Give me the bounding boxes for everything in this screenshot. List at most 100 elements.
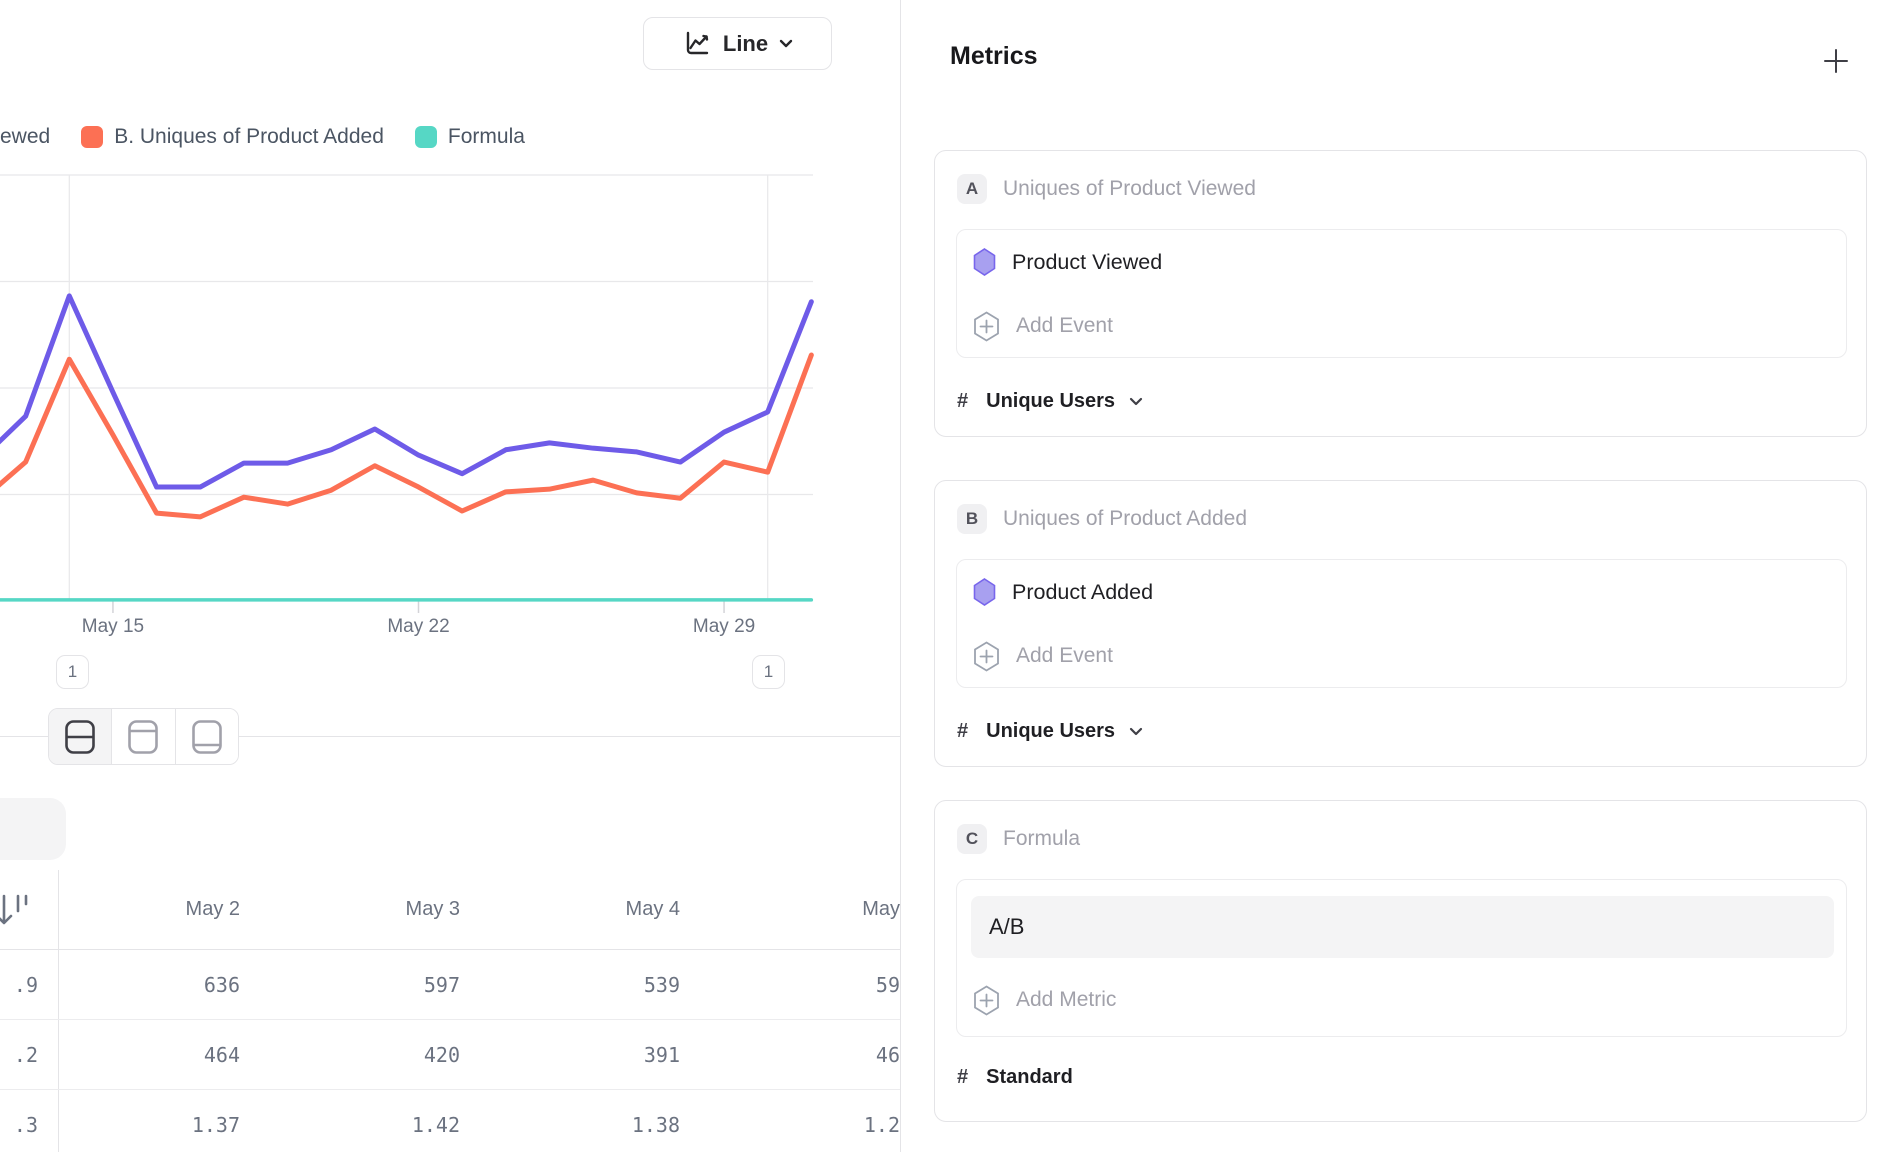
legend-label: B. Uniques of Product Added: [114, 125, 384, 148]
table-cell: 59: [875, 972, 900, 997]
chevron-down-icon: [1129, 727, 1143, 736]
layout-toggle-group: [48, 708, 239, 765]
line-chart-icon: [682, 29, 712, 59]
add-event-label: Add Event: [1016, 644, 1113, 667]
metrics-panel-title: Metrics: [950, 42, 1038, 70]
table-cell: 539: [643, 972, 680, 997]
event-name: Product Viewed: [1012, 249, 1163, 274]
legend-item[interactable]: Formula: [414, 125, 525, 149]
metric-badge: B: [957, 504, 987, 534]
table-cell: 1.2: [863, 1112, 900, 1137]
table-row: .3 1.37 1.42 1.38 1.2: [0, 1090, 900, 1152]
header-top-icon: [126, 717, 160, 757]
annotation-badge-right[interactable]: 1: [752, 655, 785, 689]
table-cell: 391: [643, 1042, 680, 1067]
event-name: Product Added: [1012, 579, 1154, 604]
event-row-product-viewed[interactable]: Product Viewed: [957, 230, 1846, 294]
table-row: .9 636 597 539 59: [0, 950, 900, 1020]
measure-label: Standard: [986, 1065, 1073, 1088]
metric-label: Formula: [1003, 827, 1081, 850]
hexagon-icon: [973, 248, 996, 276]
hash-icon: #: [957, 389, 969, 412]
metric-card-b: B Uniques of Product Added Product Added: [934, 480, 1867, 767]
chevron-down-icon: [779, 39, 793, 48]
add-event-button[interactable]: Add Event: [957, 624, 1846, 688]
results-table: May 2 May 3 May 4 May .9 636 597 539 59 .2 464 420 3…: [0, 870, 900, 1152]
metric-card-c: C Formula A/B Add Metric # Standard: [934, 800, 1867, 1122]
frozen-cell: .3: [0, 1090, 59, 1152]
metric-badge: A: [957, 174, 987, 204]
table-tab-stub[interactable]: [0, 798, 66, 860]
legend-swatch: [81, 126, 104, 148]
sort-icon[interactable]: [0, 892, 32, 933]
chart-type-dropdown[interactable]: Line: [643, 17, 832, 70]
formula-editor: A/B Add Metric: [956, 879, 1847, 1037]
hash-icon: #: [957, 1065, 969, 1088]
table-cell: 464: [203, 1042, 240, 1067]
metric-label: Uniques of Product Added: [1003, 507, 1248, 530]
series-line: [0, 293, 814, 490]
hexagon-plus-icon: [973, 640, 1000, 672]
frozen-cell: .9: [0, 950, 59, 1019]
metric-card-a: A Uniques of Product Viewed Product View…: [934, 150, 1867, 437]
measure-static[interactable]: # Standard: [957, 1059, 1073, 1095]
x-axis-label: May 15: [81, 616, 145, 637]
column-header[interactable]: May 3: [405, 898, 460, 920]
column-header[interactable]: May 4: [625, 898, 680, 920]
legend-label: Formula: [447, 125, 525, 148]
hexagon-plus-icon: [973, 984, 1000, 1016]
chart-area: May 15 May 22 May 29: [0, 0, 900, 705]
table-cell: 1.37: [191, 1112, 240, 1137]
x-axis-label: May 22: [387, 616, 450, 637]
series-line: [0, 352, 814, 520]
metric-card-a-header: A Uniques of Product Viewed: [957, 173, 1256, 205]
add-event-label: Add Event: [1016, 314, 1113, 337]
measure-label: Unique Users: [986, 719, 1116, 742]
legend-label: ewed: [0, 125, 51, 148]
measure-dropdown[interactable]: # Unique Users: [957, 713, 1143, 749]
chart-type-label: Line: [722, 30, 769, 56]
table-cell: 597: [423, 972, 460, 997]
split-rows-icon: [63, 717, 97, 757]
table-row: .2 464 420 391 46: [0, 1020, 900, 1090]
metrics-panel: Metrics A Uniques of Product Viewed Prod…: [900, 0, 1898, 1152]
layout-toggle-split-rows[interactable]: [49, 709, 112, 764]
chart-legend: ewed B. Uniques of Product Added Formula: [0, 123, 556, 151]
add-metric-label: Add Metric: [1016, 988, 1117, 1011]
event-list: Product Viewed Add Event: [956, 229, 1847, 358]
hash-icon: #: [957, 719, 969, 742]
plus-icon: [1822, 47, 1850, 75]
metric-card-c-header: C Formula: [957, 823, 1080, 855]
metric-card-b-header: B Uniques of Product Added: [957, 503, 1247, 535]
add-metric-plus-button[interactable]: [1819, 44, 1853, 78]
event-list: Product Added Add Event: [956, 559, 1847, 688]
layout-toggle-footer-bottom[interactable]: [174, 709, 238, 764]
legend-swatch: [414, 126, 437, 148]
hexagon-icon: [973, 578, 996, 606]
legend-item[interactable]: B. Uniques of Product Added: [81, 125, 384, 149]
legend-item[interactable]: ewed: [0, 125, 50, 149]
table-cell: 1.42: [411, 1112, 460, 1137]
column-header[interactable]: May 2: [185, 898, 240, 920]
layout-toggle-header-top[interactable]: [111, 709, 175, 764]
table-cell: 636: [203, 972, 240, 997]
hexagon-plus-icon: [973, 310, 1000, 342]
section-divider: [0, 736, 900, 737]
annotation-badge-left[interactable]: 1: [56, 655, 89, 689]
table-cell: 420: [423, 1042, 460, 1067]
chart-builder-pane: Line ewed B. Uniques of Product Added Form…: [0, 0, 900, 1152]
x-axis-label: May 29: [692, 616, 756, 637]
table-cell: 1.38: [631, 1112, 680, 1137]
measure-dropdown[interactable]: # Unique Users: [957, 383, 1143, 419]
line-chart: [0, 174, 814, 613]
column-header[interactable]: May: [862, 898, 900, 920]
table-cell: 46: [875, 1042, 900, 1067]
add-metric-button[interactable]: Add Metric: [973, 972, 1116, 1028]
footer-bottom-icon: [190, 717, 224, 757]
event-row-product-added[interactable]: Product Added: [957, 560, 1846, 624]
formula-input[interactable]: A/B: [971, 896, 1834, 958]
metric-badge: C: [957, 824, 987, 854]
table-header-row: May 2 May 3 May 4 May: [0, 870, 900, 950]
frozen-column-header: [0, 870, 59, 949]
add-event-button[interactable]: Add Event: [957, 294, 1846, 358]
